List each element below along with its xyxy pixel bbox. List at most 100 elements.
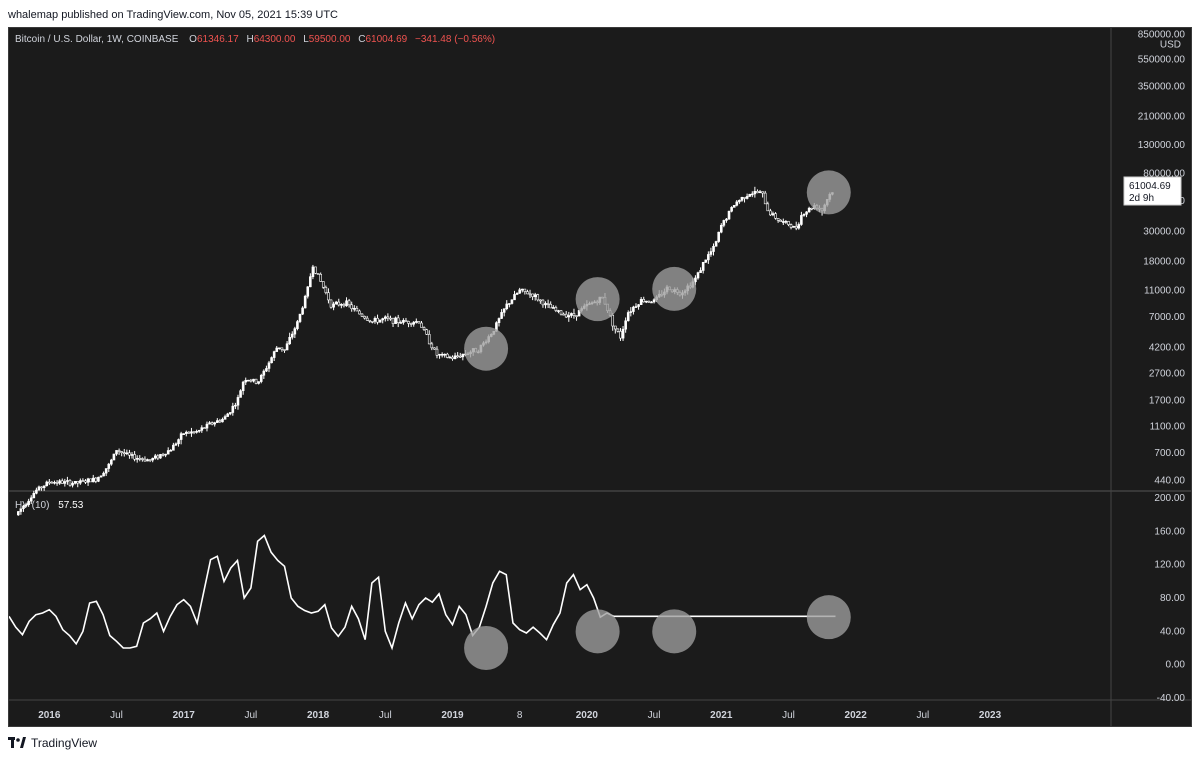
- candle-body: [500, 312, 503, 319]
- candle-body: [40, 486, 43, 489]
- candle-body: [456, 355, 459, 358]
- candle-body: [200, 427, 204, 431]
- candle-body: [712, 245, 715, 252]
- highlight-circle[interactable]: [464, 326, 509, 371]
- candle-body: [740, 196, 744, 201]
- candle-body: [247, 379, 250, 382]
- candle-body: [730, 207, 733, 212]
- main-legend: Bitcoin / U.S. Dollar, 1W, COINBASE O613…: [15, 34, 495, 45]
- candle-body: [355, 308, 359, 312]
- price-tick-label: 30000.00: [1143, 226, 1185, 237]
- candle-body: [805, 211, 808, 215]
- candle-body: [719, 225, 723, 233]
- candle-body: [192, 431, 196, 434]
- candle-body: [738, 200, 741, 203]
- candle-body: [91, 477, 95, 483]
- candle-body: [301, 307, 304, 315]
- price-tick-label: 1100.00: [1150, 421, 1186, 432]
- candle-body: [707, 254, 710, 261]
- price-axis[interactable]: 440.00 700.00 1100.00 1700.00 2700.00 4200.00…: [1138, 55, 1186, 487]
- highlight-circle[interactable]: [806, 170, 851, 215]
- candle-body: [526, 291, 529, 295]
- candle-body: [285, 343, 289, 351]
- chart-frame[interactable]: Bitcoin / U.S. Dollar, 1W, COINBASE O613…: [8, 27, 1192, 727]
- candle-body: [102, 472, 105, 477]
- candle-body: [161, 454, 165, 456]
- candle-body: [629, 311, 633, 313]
- candle-body: [177, 439, 180, 445]
- time-tick-label: 2018: [307, 710, 330, 721]
- hv-highlight-circle[interactable]: [652, 609, 697, 654]
- chart-svg[interactable]: Bitcoin / U.S. Dollar, 1W, COINBASE O613…: [8, 28, 1191, 726]
- hv-highlight-circle[interactable]: [464, 626, 509, 670]
- candle-body: [350, 304, 353, 310]
- candle-body: [107, 463, 111, 469]
- candle-body: [210, 422, 214, 425]
- candle-body: [342, 304, 346, 307]
- candle-body: [769, 210, 772, 216]
- candle-body: [404, 320, 408, 322]
- price-tick-label: 700.00: [1154, 448, 1185, 459]
- candle-body: [626, 312, 630, 322]
- candle-body: [270, 357, 273, 364]
- candle-body: [321, 281, 325, 288]
- candle-body: [76, 481, 80, 484]
- candle-body: [141, 458, 144, 460]
- candle-body: [216, 420, 219, 423]
- candle-body: [779, 219, 783, 223]
- current-price-tag: 61004.69 2d 9h: [1123, 176, 1182, 206]
- candle-body: [376, 317, 379, 323]
- candle-body: [709, 251, 713, 255]
- candle-body: [373, 317, 377, 322]
- candle-body: [750, 193, 754, 196]
- candle-body: [531, 293, 534, 298]
- candle-body: [130, 454, 134, 456]
- candle-body: [621, 328, 625, 339]
- candle-body: [156, 455, 160, 459]
- hv-highlight-circle[interactable]: [806, 595, 851, 640]
- candle-body: [71, 483, 74, 486]
- candle-body: [110, 459, 113, 465]
- candle-body: [45, 481, 49, 487]
- candle-body: [748, 193, 751, 197]
- symbol-label: Bitcoin / U.S. Dollar, 1W, COINBASE: [15, 34, 179, 45]
- candle-body: [195, 430, 198, 433]
- candle-body: [756, 191, 759, 194]
- candle-body: [781, 221, 785, 223]
- candle-body: [187, 431, 191, 434]
- highlight-circle[interactable]: [575, 277, 620, 322]
- annotation-circles[interactable]: [464, 170, 851, 670]
- time-axis[interactable]: 2016 Jul 2017 Jul 2018 Jul 2019 8 2020 Jul 2021 Jul…: [38, 710, 1001, 721]
- candle-body: [288, 336, 291, 345]
- candle-body: [133, 454, 136, 460]
- candle-body: [549, 303, 552, 309]
- candle-body: [99, 475, 103, 478]
- candle-body: [518, 289, 521, 294]
- candle-body: [184, 431, 188, 434]
- candle-body: [722, 220, 726, 226]
- highlight-circle[interactable]: [652, 266, 697, 311]
- candle-body: [386, 316, 390, 319]
- candle-body: [125, 452, 129, 455]
- candle-body: [776, 218, 780, 221]
- candle-body: [112, 453, 116, 461]
- candle-body: [564, 313, 568, 318]
- candles: [17, 186, 834, 516]
- time-tick-label: 2023: [979, 710, 1002, 721]
- hv-value: 57.53: [58, 500, 83, 511]
- candle-body: [438, 354, 441, 356]
- candle-body: [262, 370, 266, 376]
- hv-axis[interactable]: -40.00 0.00 40.00 80.00 120.00 160.00 200.00: [1154, 493, 1185, 704]
- candle-body: [29, 497, 33, 502]
- hv-highlight-circle[interactable]: [575, 609, 620, 654]
- candle-body: [55, 481, 59, 484]
- price-tick-label: 11000.00: [1144, 285, 1185, 296]
- candle-body: [166, 450, 170, 455]
- currency-unit-label[interactable]: USD: [1160, 39, 1181, 50]
- candle-body: [257, 381, 260, 384]
- candle-body: [753, 191, 757, 195]
- candle-body: [275, 347, 279, 352]
- candle-body: [513, 294, 516, 301]
- candle-body: [557, 310, 560, 312]
- high-value: 64300.00: [254, 34, 296, 45]
